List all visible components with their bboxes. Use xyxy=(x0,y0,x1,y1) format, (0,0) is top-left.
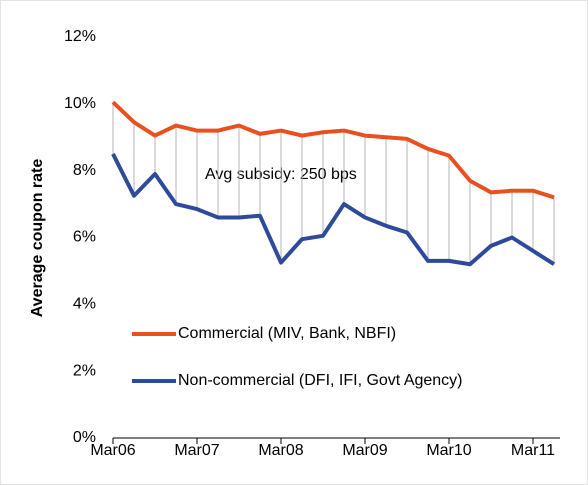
y-tick-label: 4% xyxy=(73,296,96,313)
y-tick-label: 0% xyxy=(73,429,96,446)
legend-label: Commercial (MIV, Bank, NBFI) xyxy=(178,325,396,342)
x-tick-label: Mar06 xyxy=(90,442,135,459)
y-tick-label: 12% xyxy=(64,28,96,45)
y-axis-label: Average coupon rate xyxy=(29,159,46,318)
series-line xyxy=(111,100,555,200)
x-tick-label: Mar09 xyxy=(342,442,387,459)
y-tick-label: 8% xyxy=(73,162,96,179)
x-tick-label: Mar07 xyxy=(174,442,219,459)
y-tick-label: 10% xyxy=(64,95,96,112)
legend-label: Non-commercial (DFI, IFI, Govt Agency) xyxy=(178,372,463,389)
y-tick-label: 6% xyxy=(73,229,96,246)
x-tick-label: Mar10 xyxy=(426,442,471,459)
y-tick-label: 2% xyxy=(73,362,96,379)
x-tick-label: Mar08 xyxy=(258,442,303,459)
series-line xyxy=(111,153,556,267)
x-tick-label: Mar11 xyxy=(511,442,555,459)
